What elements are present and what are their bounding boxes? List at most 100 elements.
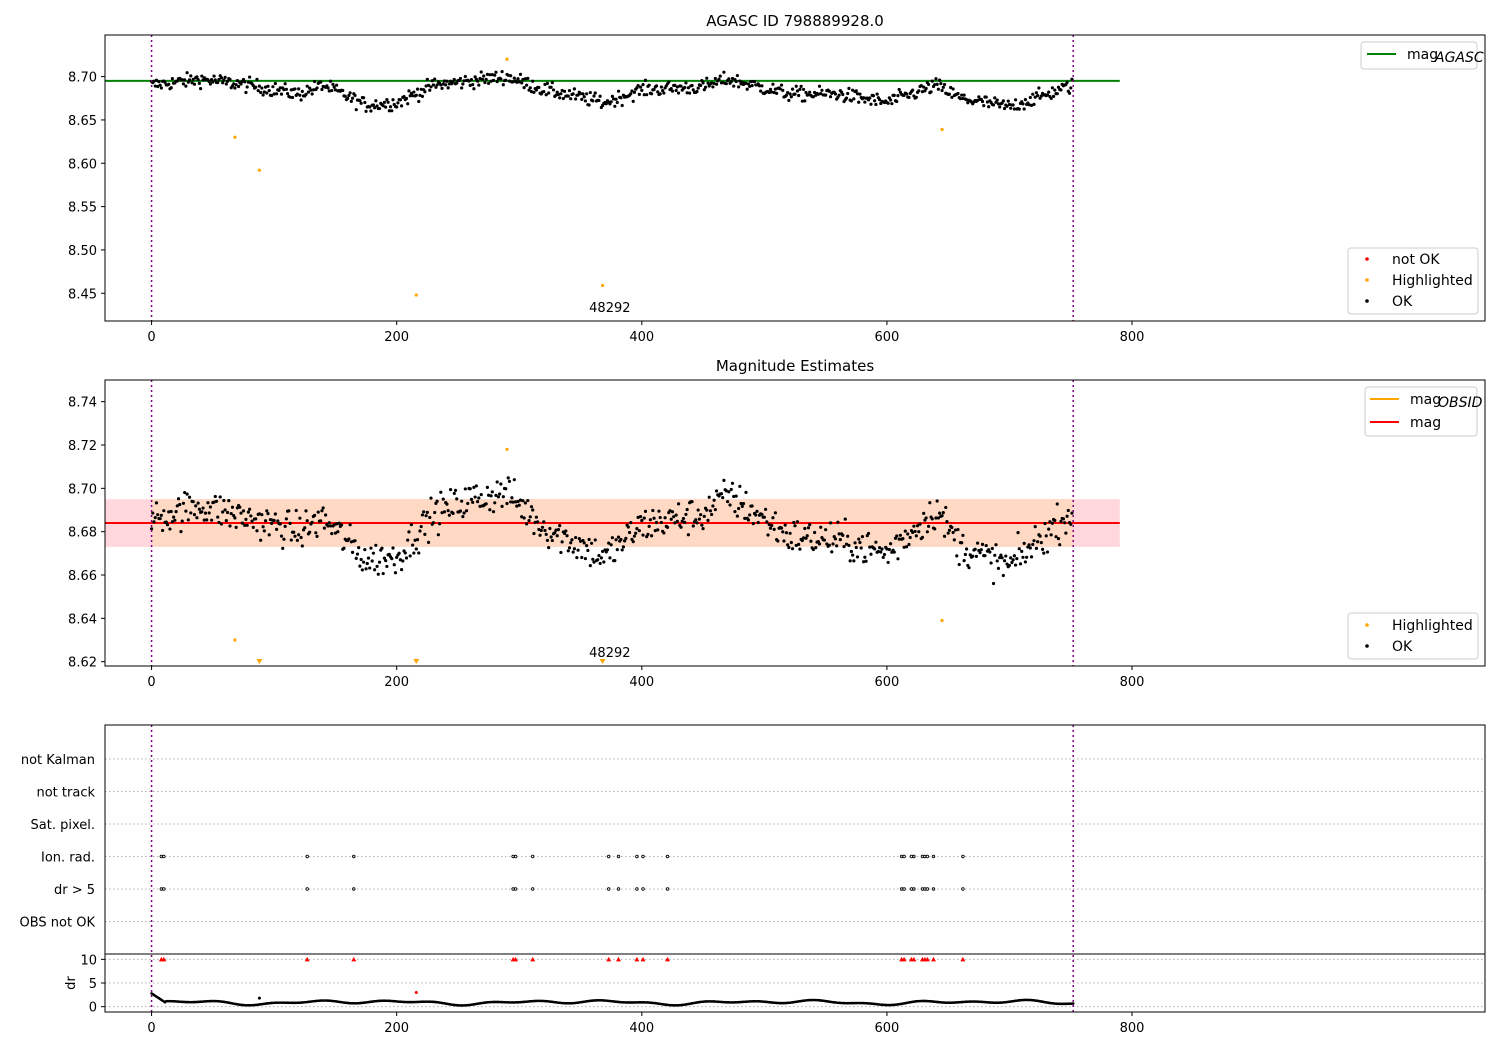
ok-point [571, 92, 575, 96]
ok-point [322, 526, 326, 530]
ok-point [359, 101, 363, 105]
ok-point [537, 527, 541, 532]
ok-point [265, 509, 269, 513]
flag-marker [305, 854, 309, 859]
ok-point [374, 99, 378, 103]
y-tick-label: 8.62 [68, 656, 97, 671]
ok-point [415, 538, 420, 542]
ok-point [987, 548, 991, 552]
ok-point [858, 540, 862, 545]
ok-point [613, 104, 617, 108]
ok-point [1038, 534, 1042, 538]
ok-point [702, 514, 706, 518]
ok-point [828, 521, 833, 525]
ok-point [917, 530, 921, 534]
ok-point [152, 520, 156, 524]
ok-point [436, 533, 440, 537]
ok-point [652, 87, 656, 92]
ok-point [967, 566, 971, 570]
dr-clipped-marker [640, 956, 646, 962]
ok-point [627, 530, 632, 535]
ok-point [581, 538, 585, 543]
ok-point [941, 85, 945, 89]
ok-point [347, 93, 351, 98]
ok-point [489, 79, 493, 83]
ok-point [903, 529, 907, 533]
ok-point [347, 537, 351, 541]
ok-point [789, 540, 793, 545]
obsid-annotation: 48292 [589, 646, 630, 661]
ok-point [417, 551, 421, 555]
ok-point [787, 98, 791, 103]
ok-point [591, 99, 595, 103]
y-tick-label: 8.72 [68, 439, 97, 454]
ok-point [1028, 95, 1032, 100]
ok-point [663, 516, 667, 520]
ok-point [940, 514, 944, 518]
ok-point [1045, 93, 1050, 97]
ok-point [547, 546, 551, 550]
ok-point [773, 87, 777, 91]
ok-point [545, 81, 550, 86]
ok-point [752, 80, 757, 84]
ok-point [201, 506, 205, 510]
ok-point [928, 501, 932, 505]
ok-point [695, 89, 699, 94]
ok-point [859, 546, 863, 550]
ok-point [922, 85, 926, 89]
ok-point [770, 90, 774, 94]
ok-point [387, 552, 391, 556]
ok-point [862, 560, 866, 564]
ok-point [973, 547, 977, 551]
ok-point [990, 546, 994, 551]
ok-point [398, 98, 402, 102]
ok-point [542, 90, 546, 94]
ok-point [228, 524, 232, 528]
ok-point [567, 546, 572, 550]
ok-point [1056, 537, 1061, 541]
ok-point [152, 79, 156, 83]
ok-point [814, 545, 818, 550]
ok-point [951, 87, 955, 91]
legend-marker [1365, 278, 1369, 282]
ok-point [355, 552, 360, 556]
ok-point [420, 513, 425, 517]
ok-point [748, 84, 752, 88]
ok-point [412, 90, 416, 94]
ok-point [722, 70, 726, 74]
ok-point [523, 501, 527, 505]
ok-point [926, 524, 931, 528]
ok-point [987, 105, 991, 109]
ok-point [647, 524, 651, 528]
ok-point [816, 92, 820, 96]
ok-point [261, 93, 265, 97]
ok-point [708, 509, 713, 513]
ok-point [314, 531, 318, 535]
ok-point [1021, 102, 1025, 106]
ok-point [824, 93, 828, 97]
ok-point [157, 80, 161, 84]
ok-point [297, 87, 301, 91]
ok-point [1037, 86, 1041, 90]
ok-point [1005, 104, 1009, 108]
ok-point [517, 80, 521, 84]
ok-point [995, 98, 999, 102]
legend-box [1347, 612, 1479, 660]
ok-point [624, 536, 628, 540]
ok-point [691, 88, 695, 92]
ok-point [714, 489, 719, 493]
ok-point [854, 89, 858, 93]
y-tick-label: 5 [89, 977, 97, 992]
ok-point [512, 478, 516, 482]
ok-point [743, 516, 747, 520]
x-tick-label: 600 [875, 675, 900, 690]
ok-point [462, 511, 466, 515]
ok-point [363, 548, 367, 552]
ok-point [212, 500, 216, 504]
ok-point [936, 516, 940, 520]
ok-point [784, 531, 789, 535]
ok-point [377, 106, 382, 111]
ok-point [156, 84, 160, 89]
ok-point [964, 98, 969, 102]
ok-point [531, 508, 535, 512]
